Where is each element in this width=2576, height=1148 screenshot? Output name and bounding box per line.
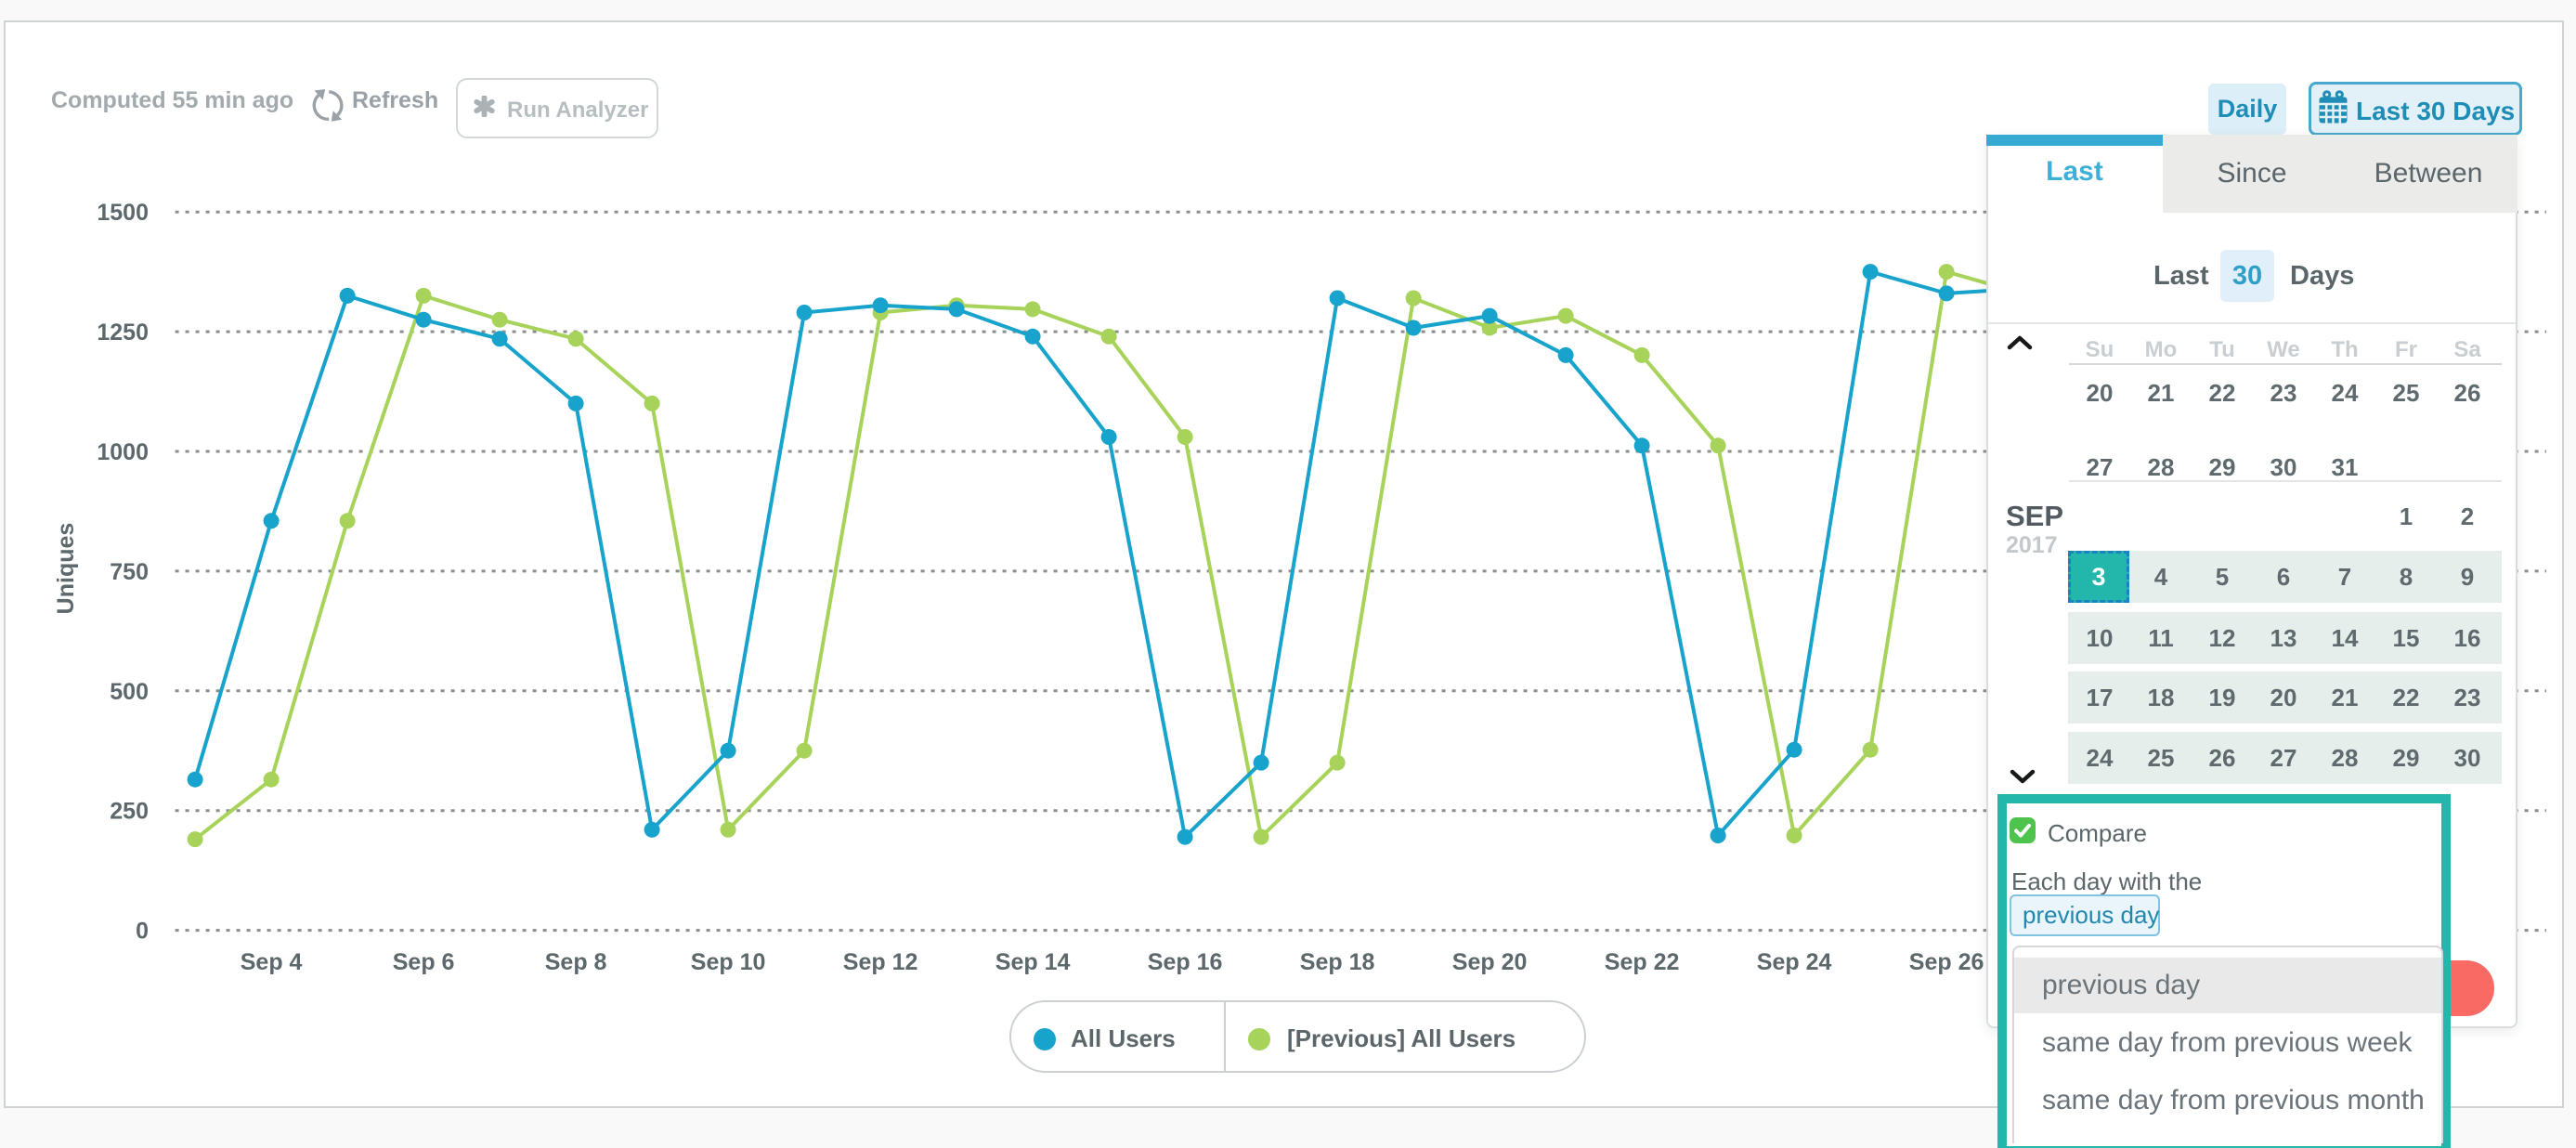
- svg-text:Sep 26: Sep 26: [1909, 949, 1984, 975]
- svg-text:Sep 12: Sep 12: [843, 949, 918, 975]
- svg-text:1500: 1500: [97, 200, 149, 226]
- svg-text:Sep 20: Sep 20: [1452, 949, 1528, 975]
- svg-text:Sep 6: Sep 6: [393, 949, 455, 975]
- svg-text:Sep 18: Sep 18: [1300, 949, 1375, 975]
- svg-text:500: 500: [110, 679, 149, 705]
- svg-text:Sep 4: Sep 4: [241, 949, 303, 975]
- svg-text:250: 250: [110, 799, 149, 825]
- svg-text:750: 750: [110, 559, 149, 585]
- svg-text:Sep 8: Sep 8: [545, 949, 607, 975]
- svg-text:1250: 1250: [97, 320, 149, 346]
- svg-text:1000: 1000: [97, 439, 149, 465]
- svg-text:Uniques: Uniques: [53, 523, 79, 615]
- svg-text:Sep 16: Sep 16: [1148, 949, 1223, 975]
- svg-text:Sep 14: Sep 14: [995, 949, 1071, 975]
- svg-text:Sep 22: Sep 22: [1605, 949, 1680, 975]
- svg-text:Sep 24: Sep 24: [1757, 949, 1832, 975]
- svg-text:Sep 10: Sep 10: [691, 949, 766, 975]
- svg-text:0: 0: [136, 919, 149, 945]
